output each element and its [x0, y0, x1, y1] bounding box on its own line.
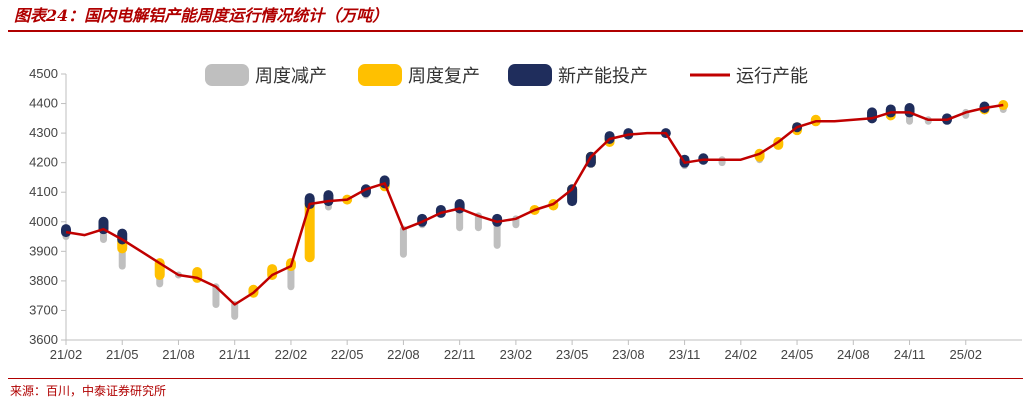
legend-swatch-resume	[358, 64, 402, 86]
x-tick-label: 22/05	[331, 347, 364, 362]
band-resume-series	[117, 100, 1009, 298]
running-capacity-line	[65, 103, 1004, 306]
running-capacity-series	[65, 103, 1004, 306]
x-tick-label: 24/08	[837, 347, 870, 362]
source-divider	[8, 378, 1023, 379]
x-tick-label: 23/05	[556, 347, 589, 362]
y-tick-label: 3900	[29, 243, 58, 258]
y-tick-label: 4200	[29, 155, 58, 170]
x-tick-label: 24/05	[781, 347, 814, 362]
x-tick-label: 22/11	[444, 347, 476, 362]
y-tick-label: 4300	[29, 125, 58, 140]
x-tick-label: 22/08	[387, 347, 420, 362]
legend-label-resume: 周度复产	[408, 66, 480, 87]
x-tick-label: 22/02	[275, 347, 308, 362]
source-note: 来源：百川，中泰证券研究所	[10, 384, 167, 398]
legend-label-running: 运行产能	[736, 66, 808, 87]
x-tick-label: 21/08	[162, 347, 195, 362]
legend-label-cut: 周度减产	[255, 66, 327, 87]
legend-swatch-new	[508, 64, 552, 86]
y-tick-label: 4100	[29, 184, 58, 199]
x-tick-label: 23/08	[612, 347, 645, 362]
figure-title: 图表24：国内电解铝产能周度运行情况统计（万吨）	[14, 6, 389, 25]
x-tick-label: 23/02	[500, 347, 533, 362]
band-new-series	[61, 101, 990, 245]
x-tick-label: 21/05	[106, 347, 139, 362]
y-tick-label: 4500	[29, 66, 58, 81]
x-tick-label: 23/11	[669, 347, 701, 362]
y-tick-label: 3800	[29, 273, 58, 288]
y-tick-label: 4400	[29, 96, 58, 111]
x-tick-label: 25/02	[949, 347, 982, 362]
legend-swatch-cut	[205, 64, 249, 86]
y-tick-label: 3600	[29, 332, 58, 347]
x-tick-label: 24/02	[725, 347, 758, 362]
legend-label-new: 新产能投产	[558, 66, 648, 87]
y-tick-label: 3700	[29, 302, 58, 317]
y-tick-label: 4000	[29, 214, 58, 229]
x-tick-label: 24/11	[894, 347, 926, 362]
chart-axes: 3600 3700 3800 3900 4000 4100 4200 4300 4400 4500…	[29, 66, 1022, 362]
x-tick-label: 21/11	[219, 347, 251, 362]
x-tick-label: 21/02	[50, 347, 83, 362]
title-divider	[8, 30, 1023, 32]
chart-legend: 周度减产 周度复产 新产能投产 运行产能	[205, 64, 808, 87]
